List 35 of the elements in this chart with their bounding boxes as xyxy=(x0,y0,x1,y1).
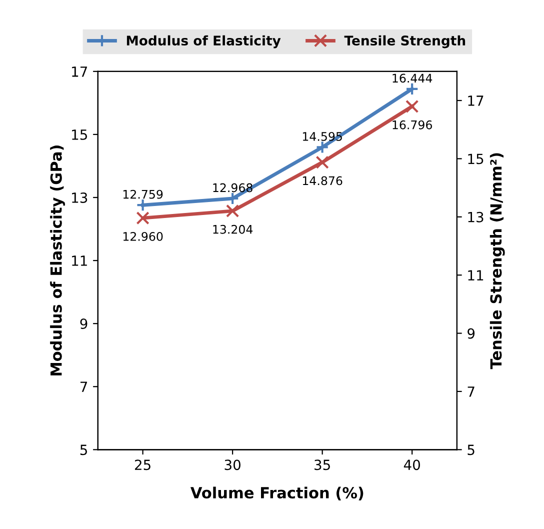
y-axis-title: Modulus of Elasticity (GPa) xyxy=(50,146,65,376)
data-label: 14.876 xyxy=(302,176,342,186)
y2-tick-label: 9 xyxy=(468,328,475,339)
data-label: 12.960 xyxy=(123,232,163,241)
data-label: 16.444 xyxy=(392,74,432,83)
x-tick-label: 25 xyxy=(134,460,150,470)
y2-axis-title: Tensile Strength (N/mm²) xyxy=(490,153,505,370)
point xyxy=(316,140,329,154)
y2-tick-label: 15 xyxy=(468,154,484,164)
data-label: 13.204 xyxy=(213,224,253,234)
y-tick-label: 7 xyxy=(80,382,88,392)
data-label: 12.759 xyxy=(123,190,163,199)
y-tick-label: 13 xyxy=(72,192,88,203)
x-tick-label: 30 xyxy=(224,460,240,470)
x-tick-label: 40 xyxy=(404,460,420,470)
y-tick-label: 17 xyxy=(72,66,88,77)
y2-tick-label: 17 xyxy=(468,96,484,106)
point xyxy=(316,156,329,169)
legend-label: Tensile Strength xyxy=(344,35,466,48)
point xyxy=(136,211,150,225)
x-axis-title: Volume Fraction (%) xyxy=(190,486,364,500)
point xyxy=(226,204,240,218)
y2-tick-label: 11 xyxy=(468,270,484,280)
y2-tick-label: 7 xyxy=(468,386,474,397)
y-tick-label: 11 xyxy=(72,256,87,266)
y2-tick-label: 5 xyxy=(468,444,474,456)
y-tick-label: 5 xyxy=(80,444,87,456)
y-tick-label: 15 xyxy=(72,130,87,140)
point xyxy=(405,82,419,96)
y-tick-label: 9 xyxy=(80,318,88,330)
y2-tick-label: 13 xyxy=(468,212,484,222)
data-label: 16.796 xyxy=(392,120,432,130)
x-tick-label: 35 xyxy=(314,460,330,470)
legend-label: Modulus of Elasticity xyxy=(126,35,281,48)
point xyxy=(405,100,419,114)
